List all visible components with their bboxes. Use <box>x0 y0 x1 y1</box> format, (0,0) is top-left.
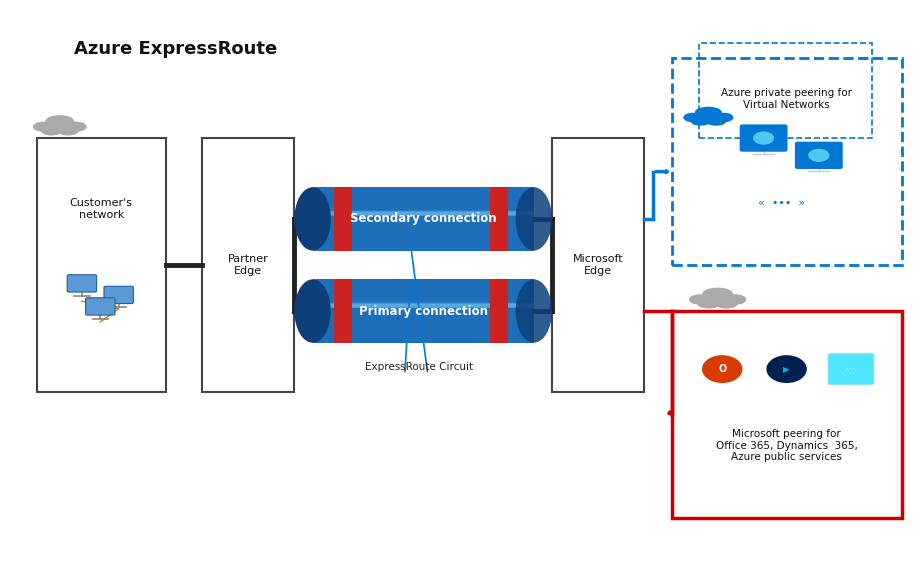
FancyBboxPatch shape <box>312 279 533 343</box>
Ellipse shape <box>713 113 732 122</box>
Ellipse shape <box>807 149 829 162</box>
Ellipse shape <box>41 124 78 132</box>
Ellipse shape <box>690 118 709 126</box>
Text: Azure ExpressRoute: Azure ExpressRoute <box>74 40 277 58</box>
FancyBboxPatch shape <box>794 142 842 169</box>
Ellipse shape <box>58 127 78 135</box>
Ellipse shape <box>66 122 86 132</box>
Ellipse shape <box>715 300 737 309</box>
FancyBboxPatch shape <box>312 303 533 306</box>
Bar <box>498 187 507 251</box>
Text: Partner
Edge: Partner Edge <box>228 254 268 276</box>
FancyBboxPatch shape <box>85 298 115 315</box>
Ellipse shape <box>294 279 331 343</box>
Ellipse shape <box>706 118 725 126</box>
Text: Primary connection: Primary connection <box>358 305 487 317</box>
FancyBboxPatch shape <box>312 303 533 306</box>
FancyBboxPatch shape <box>551 138 643 392</box>
FancyBboxPatch shape <box>312 211 533 214</box>
Bar <box>489 187 498 251</box>
FancyBboxPatch shape <box>671 58 901 265</box>
Bar <box>334 187 343 251</box>
FancyBboxPatch shape <box>202 138 294 392</box>
Text: Secondary connection: Secondary connection <box>349 213 496 225</box>
Ellipse shape <box>515 279 551 343</box>
Ellipse shape <box>41 127 62 135</box>
Ellipse shape <box>701 355 742 383</box>
Bar <box>343 279 352 343</box>
Ellipse shape <box>690 115 725 123</box>
Text: ▶: ▶ <box>782 365 789 374</box>
FancyBboxPatch shape <box>827 354 873 385</box>
Ellipse shape <box>752 131 774 145</box>
FancyBboxPatch shape <box>312 187 533 251</box>
Text: Azure private peering for
Virtual Networks: Azure private peering for Virtual Networ… <box>720 88 851 110</box>
Ellipse shape <box>294 187 331 251</box>
FancyBboxPatch shape <box>312 212 533 215</box>
FancyBboxPatch shape <box>312 304 533 308</box>
FancyBboxPatch shape <box>312 304 533 307</box>
FancyBboxPatch shape <box>671 311 901 518</box>
Ellipse shape <box>723 294 745 305</box>
FancyBboxPatch shape <box>312 212 533 216</box>
Bar <box>498 279 507 343</box>
Text: ExpressRoute Circuit: ExpressRoute Circuit <box>364 362 472 372</box>
Bar <box>489 279 498 343</box>
Ellipse shape <box>694 107 721 118</box>
Ellipse shape <box>697 297 737 306</box>
FancyBboxPatch shape <box>67 275 96 292</box>
FancyBboxPatch shape <box>312 211 533 214</box>
Ellipse shape <box>697 300 719 309</box>
FancyBboxPatch shape <box>312 304 533 307</box>
FancyBboxPatch shape <box>312 211 533 215</box>
Ellipse shape <box>45 115 74 127</box>
Text: Customer's
network: Customer's network <box>70 198 132 220</box>
Ellipse shape <box>683 113 702 122</box>
Text: ···: ··· <box>845 364 855 374</box>
Bar <box>334 279 343 343</box>
FancyBboxPatch shape <box>312 211 533 215</box>
FancyBboxPatch shape <box>104 286 133 304</box>
FancyBboxPatch shape <box>739 124 787 151</box>
Ellipse shape <box>515 187 551 251</box>
Text: «  •••  »: « ••• » <box>757 198 805 208</box>
FancyBboxPatch shape <box>37 138 165 392</box>
Text: Microsoft peering for
Office 365, Dynamics  365,
Azure public services: Microsoft peering for Office 365, Dynami… <box>715 429 857 463</box>
FancyBboxPatch shape <box>312 302 533 306</box>
Text: Microsoft
Edge: Microsoft Edge <box>572 254 623 276</box>
FancyBboxPatch shape <box>312 302 533 306</box>
FancyBboxPatch shape <box>312 210 533 214</box>
Text: O: O <box>718 364 725 374</box>
Ellipse shape <box>33 122 53 132</box>
FancyBboxPatch shape <box>312 304 533 308</box>
Ellipse shape <box>688 294 710 305</box>
Ellipse shape <box>701 287 732 300</box>
FancyBboxPatch shape <box>312 210 533 214</box>
Bar <box>343 187 352 251</box>
Ellipse shape <box>766 355 806 383</box>
